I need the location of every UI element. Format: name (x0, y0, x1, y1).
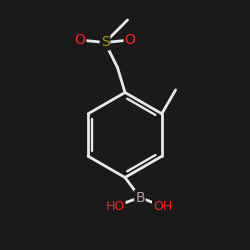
Text: O: O (74, 33, 86, 47)
Text: B: B (135, 190, 145, 204)
Text: OH: OH (153, 200, 172, 213)
Text: S: S (100, 36, 110, 50)
Text: HO: HO (106, 200, 125, 213)
Text: O: O (124, 33, 136, 47)
